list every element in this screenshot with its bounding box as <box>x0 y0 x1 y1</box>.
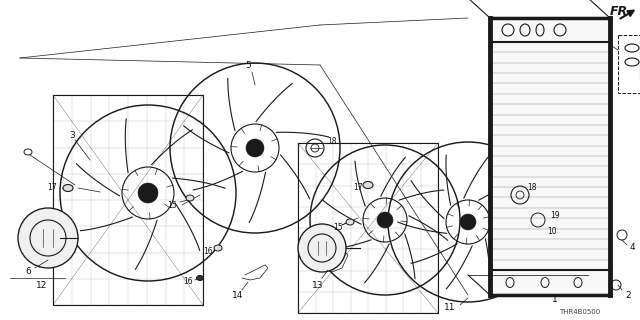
Text: 14: 14 <box>232 291 244 300</box>
Text: 15: 15 <box>167 201 177 210</box>
Bar <box>53 95 203 305</box>
Text: 10: 10 <box>547 228 557 236</box>
Text: 12: 12 <box>36 281 48 290</box>
Ellipse shape <box>346 219 354 225</box>
Ellipse shape <box>214 245 222 251</box>
Text: 13: 13 <box>312 281 324 290</box>
Text: 5: 5 <box>245 60 251 69</box>
Text: THR4B0500: THR4B0500 <box>559 309 600 315</box>
Circle shape <box>377 212 393 228</box>
Circle shape <box>18 208 78 268</box>
Circle shape <box>246 139 264 157</box>
Text: 4: 4 <box>629 244 635 252</box>
Text: 6: 6 <box>25 268 31 276</box>
Text: 17: 17 <box>47 183 57 193</box>
Text: 16: 16 <box>203 247 213 257</box>
Text: 17: 17 <box>353 183 363 193</box>
Ellipse shape <box>63 185 73 191</box>
Text: 1: 1 <box>552 295 558 305</box>
Ellipse shape <box>196 276 204 281</box>
Bar <box>490 18 610 295</box>
Circle shape <box>460 214 476 230</box>
Text: 15: 15 <box>333 223 343 233</box>
Ellipse shape <box>363 181 373 188</box>
Circle shape <box>298 224 346 272</box>
Text: 18: 18 <box>327 138 337 147</box>
Bar <box>298 143 438 313</box>
Circle shape <box>138 183 158 203</box>
Text: 3: 3 <box>69 131 75 140</box>
Text: 18: 18 <box>527 183 537 193</box>
Text: 2: 2 <box>625 291 631 300</box>
Ellipse shape <box>186 195 194 201</box>
Text: 19: 19 <box>550 211 560 220</box>
Text: 16: 16 <box>183 277 193 286</box>
Bar <box>618 35 640 93</box>
Text: FR.: FR. <box>610 5 633 18</box>
Text: 11: 11 <box>444 303 456 313</box>
